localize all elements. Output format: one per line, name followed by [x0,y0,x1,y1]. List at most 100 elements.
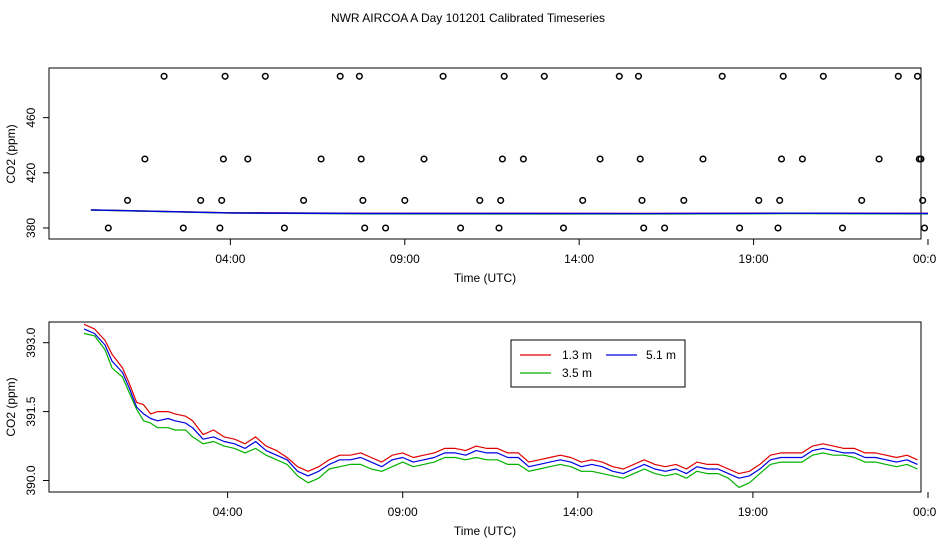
bot-x-tick-label-3: 19:00 [738,505,768,519]
scatter-point-29 [500,72,508,80]
scatter-point-58 [917,155,925,163]
scatter-point-50 [798,155,806,163]
bottom-x-axis: 04:00 09:00 14:00 19:00 00:00 [213,492,936,519]
scatter-point-25 [476,196,484,204]
top-panel: 04:00 09:00 14:00 19:00 00:00 380 420 460 Time… [4,67,936,285]
scatter-point-43 [718,72,726,80]
scatter-point-1 [123,196,132,204]
bottom-y-axis-label: CO2 (ppm) [4,377,18,436]
scatter-point-17 [357,155,365,163]
scatter-point-12 [280,224,288,232]
scatter-point-47 [776,196,784,204]
legend-label-1-3m: 1.3 m [562,348,592,362]
bottom-x-axis-label: Time (UTC) [454,524,516,538]
scatter-point-37 [636,155,644,163]
scatter-point-39 [640,224,648,232]
scatter-point-18 [359,196,367,204]
scatter-point-44 [736,224,744,232]
scatter-point-51 [819,72,827,80]
scatter-point-45 [755,196,763,204]
top-y-axis: 380 420 460 [24,107,49,238]
bot-series-line-1 [83,332,918,488]
scatter-point-33 [579,196,587,204]
bot-y-tick-label-2: 393.0 [24,327,38,357]
scatter-point-54 [875,155,883,163]
scatter-point-42 [699,155,707,163]
scatter-point-56 [913,72,922,80]
bot-x-tick-label-1: 09:00 [388,505,418,519]
scatter-point-10 [244,155,252,163]
scatter-point-21 [401,196,409,204]
scatter-point-2 [141,155,149,163]
top-x-tick-label-4: 00:00 [913,252,936,266]
top-y-tick-label-2: 460 [24,107,38,127]
scatter-point-30 [519,155,527,163]
scatter-point-34 [596,155,604,163]
scatter-point-14 [317,155,325,163]
scatter-point-41 [680,196,688,204]
legend-label-3-5m: 3.5 m [562,366,592,380]
scatter-point-6 [216,224,224,232]
top-x-tick-label-0: 04:00 [215,252,245,266]
figure-title: NWR AIRCOA A Day 101201 Calibrated Times… [331,11,605,25]
scatter-point-7 [218,196,226,204]
scatter-point-8 [219,155,227,163]
scatter-point-23 [439,72,447,80]
scatter-point-48 [777,155,786,163]
scatter-point-20 [382,224,390,232]
bot-x-tick-label-2: 14:00 [563,505,593,519]
scatter-point-32 [559,224,568,232]
scatter-point-31 [540,72,548,80]
scatter-point-3 [160,72,168,80]
scatter-point-16 [355,72,363,80]
top-x-tick-label-3: 19:00 [739,252,769,266]
top-plot-frame [48,67,922,240]
scatter-point-53 [858,196,866,204]
top-x-tick-label-2: 14:00 [564,252,594,266]
legend-box [510,339,686,388]
scatter-point-5 [197,196,205,204]
scatter-point-52 [838,224,847,232]
legend: 1.3 m 5.1 m 3.5 m [510,339,686,388]
bottom-panel: 04:00 09:00 14:00 19:00 00:00 390.0 391.5 393.… [4,321,936,538]
scatter-point-38 [638,196,646,204]
scatter-point-49 [779,72,787,80]
scatter-point-22 [420,155,428,163]
bot-series-line-2 [83,328,918,479]
bot-y-tick-label-0: 390.0 [24,465,38,495]
bot-series-line-0 [83,323,918,475]
scatter-point-26 [495,224,503,232]
bottom-plot-frame [48,321,922,493]
scatter-point-27 [497,196,505,204]
top-y-axis-label: CO2 (ppm) [4,124,18,183]
bottom-y-axis: 390.0 391.5 393.0 [24,327,49,496]
top-x-tick-label-1: 09:00 [390,252,420,266]
scatter-point-40 [661,224,669,232]
scatter-point-35 [615,72,623,80]
scatter-point-13 [300,196,308,204]
top-series-line-2 [90,209,929,215]
scatter-point-15 [336,72,344,80]
scatter-point-28 [498,155,506,163]
bottom-plot-marks [83,323,918,488]
bot-y-tick-label-1: 391.5 [24,396,38,426]
scatter-point-9 [221,72,229,80]
bot-x-tick-label-4: 00:00 [913,505,936,519]
scatter-point-4 [179,224,187,232]
scatter-point-46 [774,224,782,232]
scatter-point-0 [104,224,112,232]
top-x-axis: 04:00 09:00 14:00 19:00 00:00 [215,239,936,266]
scatter-point-24 [457,224,465,232]
scatter-point-59 [919,196,927,204]
scatter-point-11 [261,72,269,80]
top-plot-marks [90,72,929,232]
scatter-point-60 [920,224,929,232]
top-y-tick-label-0: 380 [24,218,38,238]
scatter-point-55 [894,72,902,80]
legend-label-5-1m: 5.1 m [646,348,676,362]
bot-x-tick-label-0: 04:00 [213,505,243,519]
top-x-axis-label: Time (UTC) [454,271,516,285]
scatter-point-36 [634,72,643,80]
top-y-tick-label-1: 420 [24,162,38,182]
